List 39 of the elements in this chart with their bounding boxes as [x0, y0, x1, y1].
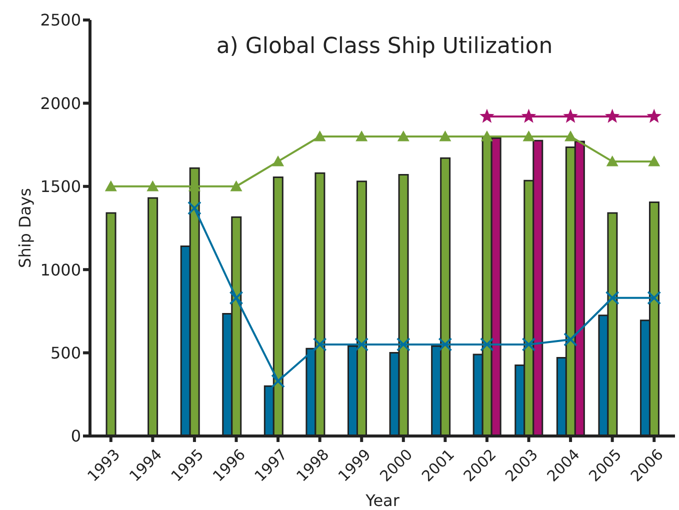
point: [272, 155, 284, 166]
point: [146, 180, 159, 192]
point: [187, 201, 202, 216]
point: [354, 337, 369, 352]
point: [230, 180, 242, 192]
point: [438, 337, 452, 352]
point: [564, 130, 577, 142]
point: [314, 130, 326, 142]
point: [396, 337, 410, 352]
point: [522, 337, 536, 352]
point: [439, 130, 452, 142]
point: [564, 332, 578, 346]
point: [480, 337, 494, 352]
point: [604, 108, 620, 123]
y-tick-label: 1000: [40, 260, 81, 280]
text: a) Global Class Ship Utilization: [215, 34, 554, 59]
y-tick-label: 0: [70, 426, 81, 446]
point: [605, 290, 620, 305]
point: [606, 155, 618, 166]
y-axis-title: Ship Days: [16, 188, 35, 268]
point: [397, 130, 410, 142]
point: [647, 290, 662, 305]
point: [522, 130, 535, 142]
point: [648, 155, 660, 166]
point: [312, 337, 327, 352]
y-tick-label: 2000: [40, 94, 81, 113]
y-tick-label: 2500: [40, 10, 81, 30]
point: [480, 108, 494, 123]
point: [356, 130, 368, 142]
point: [563, 108, 578, 123]
x-axis-title: Year: [364, 491, 400, 510]
point: [229, 290, 244, 305]
point: [646, 108, 662, 123]
point: [480, 130, 493, 142]
point: [521, 108, 536, 123]
y-tick-label: 1500: [40, 177, 81, 196]
y-tick-label: 500: [50, 343, 81, 362]
point: [271, 374, 286, 388]
point: [104, 180, 117, 192]
